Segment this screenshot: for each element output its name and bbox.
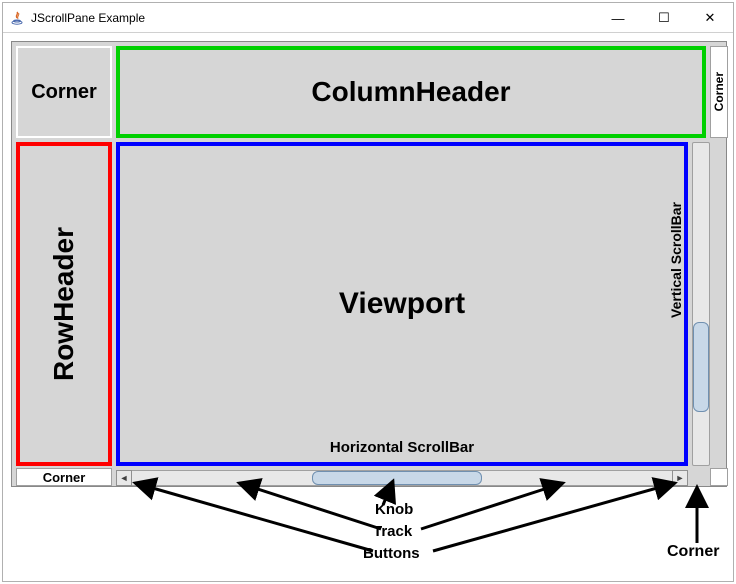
- corner-bottom-left: Corner: [16, 468, 112, 486]
- corner-top-right-label: Corner: [712, 72, 726, 111]
- viewport-label: Viewport: [339, 287, 465, 321]
- corner-top-left: Corner: [16, 46, 112, 138]
- window-title: JScrollPane Example: [31, 11, 145, 25]
- minimize-button[interactable]: —: [595, 3, 641, 33]
- window-controls: — ☐ ✕: [595, 3, 733, 33]
- horizontal-scrollbar-label: Horizontal ScrollBar: [330, 439, 474, 456]
- vertical-scrollbar-label: Vertical ScrollBar: [668, 202, 684, 318]
- annotation-track: Track: [373, 523, 412, 540]
- scrollpane-area: Corner ColumnHeader Corner RowHeader Vie…: [11, 41, 727, 487]
- corner-bottom-right: [710, 468, 728, 486]
- maximize-button[interactable]: ☐: [641, 3, 687, 33]
- vertical-scrollbar-knob[interactable]: [693, 322, 709, 412]
- annotation-buttons: Buttons: [363, 545, 420, 562]
- corner-top-right: Corner: [710, 46, 728, 138]
- horizontal-scrollbar-knob[interactable]: [312, 471, 482, 485]
- app-window: JScrollPane Example — ☐ ✕ Corner ColumnH…: [2, 2, 734, 582]
- horizontal-scrollbar-right-button[interactable]: ►: [672, 470, 688, 486]
- corner-bottom-left-label: Corner: [43, 470, 86, 485]
- row-header-label: RowHeader: [48, 227, 80, 381]
- corner-top-left-label: Corner: [31, 81, 97, 104]
- annotation-corner: Corner: [667, 543, 719, 561]
- row-header: RowHeader: [16, 142, 112, 466]
- column-header-label: ColumnHeader: [311, 76, 510, 108]
- viewport: Viewport Horizontal ScrollBar: [116, 142, 688, 466]
- annotation-knob: Knob: [375, 501, 413, 518]
- java-icon: [9, 10, 25, 26]
- column-header: ColumnHeader: [116, 46, 706, 138]
- horizontal-scrollbar-left-button[interactable]: ◄: [116, 470, 132, 486]
- vertical-scrollbar[interactable]: [692, 142, 710, 466]
- close-button[interactable]: ✕: [687, 3, 733, 33]
- title-bar: JScrollPane Example — ☐ ✕: [3, 3, 733, 33]
